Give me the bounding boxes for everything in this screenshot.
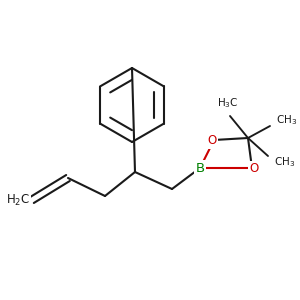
Text: H$_2$C: H$_2$C bbox=[6, 193, 30, 208]
Text: CH$_3$: CH$_3$ bbox=[274, 155, 295, 169]
Text: H$_3$C: H$_3$C bbox=[217, 96, 239, 110]
Text: CH$_3$: CH$_3$ bbox=[276, 113, 297, 127]
Text: O: O bbox=[249, 163, 259, 176]
Text: B: B bbox=[195, 161, 205, 175]
Text: O: O bbox=[207, 134, 217, 148]
